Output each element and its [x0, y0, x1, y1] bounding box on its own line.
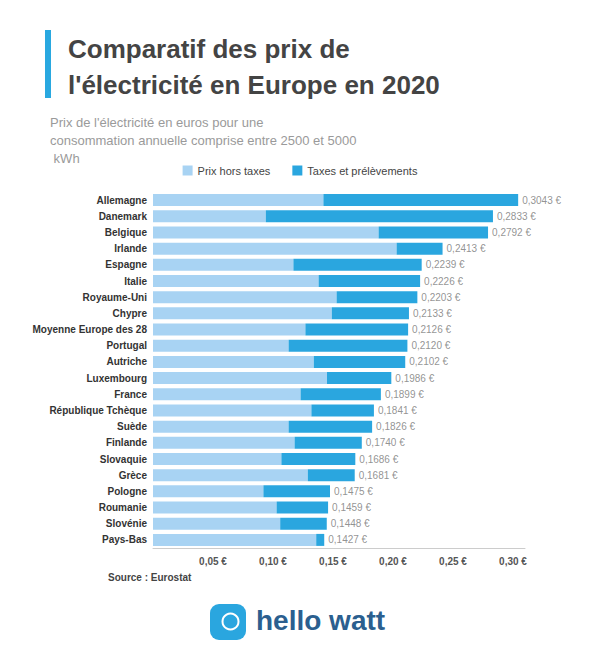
svg-text:Espagne: Espagne	[105, 259, 147, 270]
svg-text:Belgique: Belgique	[105, 227, 148, 238]
svg-text:Suède: Suède	[117, 421, 147, 432]
svg-text:0,2792 €: 0,2792 €	[492, 227, 531, 238]
svg-text:Moyenne Europe des 28: Moyenne Europe des 28	[33, 324, 148, 335]
svg-text:consommation annuelle comprise: consommation annuelle comprise entre 250…	[50, 133, 356, 148]
svg-text:Italie: Italie	[124, 276, 147, 287]
svg-text:0,2239 €: 0,2239 €	[426, 259, 465, 270]
svg-text:0,2833 €: 0,2833 €	[497, 211, 536, 222]
svg-text:0,2203 €: 0,2203 €	[421, 292, 460, 303]
svg-text:Irlande: Irlande	[114, 243, 147, 254]
svg-text:0,2126 €: 0,2126 €	[412, 324, 451, 335]
svg-text:0,2133 €: 0,2133 €	[413, 308, 452, 319]
svg-text:hello watt: hello watt	[256, 605, 385, 636]
svg-text:0,1841 €: 0,1841 €	[378, 405, 417, 416]
svg-text:0,1427 €: 0,1427 €	[328, 534, 367, 545]
svg-text:Comparatif des prix de: Comparatif des prix de	[68, 34, 357, 64]
svg-text:0,1826 €: 0,1826 €	[376, 421, 415, 432]
svg-text:0,2120 €: 0,2120 €	[411, 340, 450, 351]
svg-text:0,3043 €: 0,3043 €	[522, 195, 561, 206]
svg-text:Pologne: Pologne	[108, 486, 148, 497]
svg-text:0,05 €: 0,05 €	[199, 556, 227, 567]
svg-text:0,10 €: 0,10 €	[259, 556, 287, 567]
svg-text:0,1899 €: 0,1899 €	[385, 389, 424, 400]
svg-text:0,1475 €: 0,1475 €	[334, 486, 373, 497]
svg-text:0,2413 €: 0,2413 €	[447, 243, 486, 254]
svg-text:Source : Eurostat: Source : Eurostat	[108, 572, 192, 583]
svg-text:Royaume-Uni: Royaume-Uni	[83, 292, 148, 303]
svg-text:Slovaquie: Slovaquie	[100, 454, 148, 465]
svg-text:0,1448 €: 0,1448 €	[331, 518, 370, 529]
svg-text:France: France	[114, 389, 147, 400]
svg-text:0,1681 €: 0,1681 €	[359, 470, 398, 481]
svg-text:0,1686 €: 0,1686 €	[359, 454, 398, 465]
svg-text:Allemagne: Allemagne	[96, 195, 147, 206]
svg-text:Roumanie: Roumanie	[99, 502, 148, 513]
svg-text:0,30 €: 0,30 €	[499, 556, 527, 567]
svg-text:0,1459 €: 0,1459 €	[332, 502, 371, 513]
svg-text:Prix hors taxes: Prix hors taxes	[198, 165, 271, 177]
svg-text:Pays-Bas: Pays-Bas	[102, 534, 147, 545]
svg-text:Slovénie: Slovénie	[106, 518, 148, 529]
svg-text:Autriche: Autriche	[106, 356, 147, 367]
svg-text:0,2226 €: 0,2226 €	[424, 276, 463, 287]
svg-text:Prix de l'électricité en euros: Prix de l'électricité en euros pour une	[50, 115, 267, 130]
svg-text:Chypre: Chypre	[113, 308, 148, 319]
svg-text:Finlande: Finlande	[106, 437, 148, 448]
svg-text:0,2102 €: 0,2102 €	[409, 356, 448, 367]
svg-text:0,1740 €: 0,1740 €	[366, 437, 405, 448]
svg-text:0,25 €: 0,25 €	[439, 556, 467, 567]
svg-text:Luxembourg: Luxembourg	[86, 373, 147, 384]
svg-text:0,15 €: 0,15 €	[319, 556, 347, 567]
svg-text:l'électricité en Europe en 202: l'électricité en Europe en 2020	[68, 70, 440, 100]
svg-text:Danemark: Danemark	[99, 211, 148, 222]
svg-text:0,20 €: 0,20 €	[379, 556, 407, 567]
svg-text:Taxes et prélèvements: Taxes et prélèvements	[307, 165, 418, 177]
svg-text:Grèce: Grèce	[119, 470, 148, 481]
svg-text:République Tchèque: République Tchèque	[49, 405, 147, 416]
svg-text:0,1986 €: 0,1986 €	[395, 373, 434, 384]
svg-text:Portugal: Portugal	[106, 340, 147, 351]
svg-text:kWh: kWh	[50, 151, 80, 166]
